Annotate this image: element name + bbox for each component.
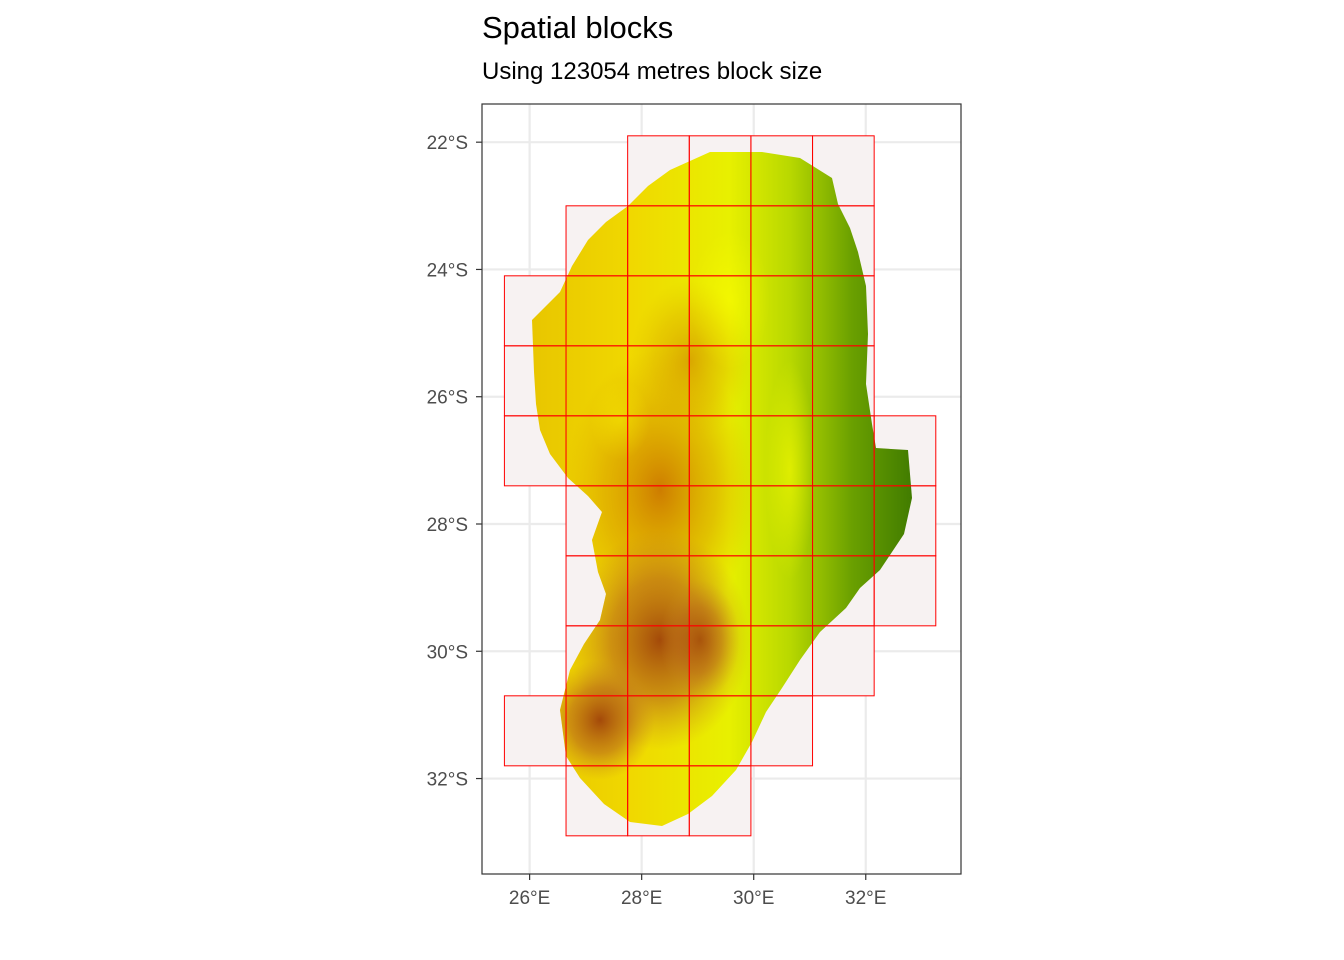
block-fill — [504, 695, 567, 766]
x-tick-label: 28°E — [621, 888, 662, 909]
panel-border — [481, 103, 962, 875]
spatial-block — [750, 695, 814, 767]
x-tick-label: 30°E — [733, 888, 774, 909]
y-tick-label: 26°S — [427, 388, 468, 409]
chart-title: Spatial blocks — [482, 10, 674, 45]
spatial-blocks-outline — [503, 135, 937, 837]
y-axis: 22°S 24°S 26°S 28°S 30°S 32°S — [427, 133, 482, 791]
x-tick-label: 32°E — [845, 888, 886, 909]
y-tick-label: 30°S — [427, 642, 468, 663]
x-axis: 26°E 28°E 30°E 32°E — [509, 874, 886, 909]
y-tick-label: 32°S — [427, 770, 468, 791]
spatial-block — [812, 625, 875, 697]
y-tick-label: 28°S — [427, 515, 468, 536]
block-fill — [874, 555, 936, 626]
y-tick-label: 24°S — [427, 260, 468, 281]
chart-subtitle: Using 123054 metres block size — [482, 58, 823, 85]
spatial-block — [873, 555, 937, 627]
spatial-block — [688, 765, 752, 837]
block-fill — [812, 625, 875, 696]
x-tick-label: 26°E — [509, 888, 550, 909]
y-tick-label: 22°S — [427, 133, 468, 154]
